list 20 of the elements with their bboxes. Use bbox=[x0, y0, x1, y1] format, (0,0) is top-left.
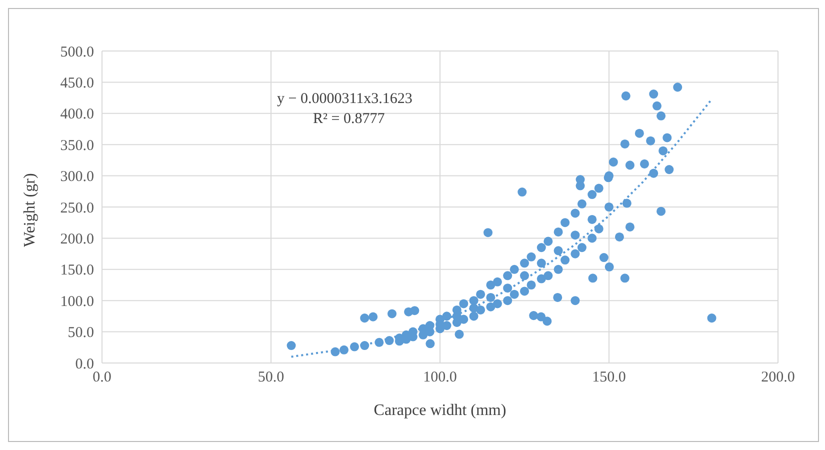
y-tick-label: 250.0 bbox=[60, 200, 94, 216]
x-axis-title: Carapce widht (mm) bbox=[374, 402, 506, 419]
y-tick-label: 100.0 bbox=[60, 294, 94, 310]
y-tick-label: 500.0 bbox=[60, 44, 94, 60]
y-tick-label: 450.0 bbox=[60, 76, 94, 92]
y-tick-label: 300.0 bbox=[60, 169, 94, 186]
x-tick-label: 100.0 bbox=[423, 370, 457, 386]
x-tick-label: 200.0 bbox=[761, 370, 795, 386]
y-tick-label: 200.0 bbox=[60, 232, 94, 248]
y-axis-title: Weight (gr) bbox=[22, 173, 39, 247]
x-tick-label: 50.0 bbox=[258, 370, 284, 386]
y-tick-label: 150.0 bbox=[60, 262, 94, 279]
y-tick-label: 0.0 bbox=[75, 356, 94, 372]
y-tick-label: 400.0 bbox=[60, 106, 94, 123]
annotation: y − 0.0000311x3.1623 bbox=[277, 91, 412, 107]
annotation: R² = 0.8777 bbox=[313, 111, 385, 127]
y-tick-label: 350.0 bbox=[60, 138, 94, 154]
x-tick-label: 0.0 bbox=[92, 370, 112, 386]
x-tick-label: 150.0 bbox=[592, 370, 626, 386]
y-tick-label: 50.0 bbox=[68, 325, 94, 342]
